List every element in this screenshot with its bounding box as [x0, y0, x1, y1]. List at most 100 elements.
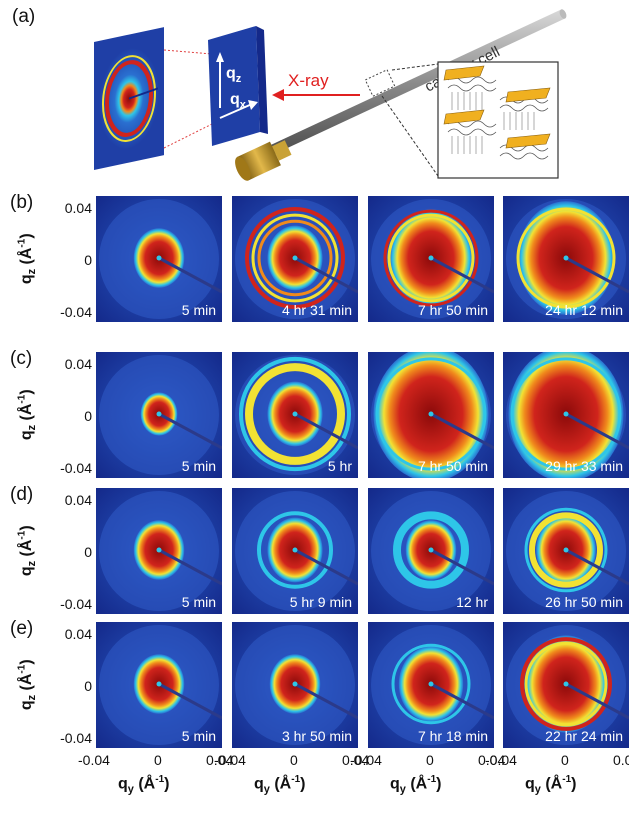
beamstop: [158, 412, 222, 450]
q-coordinate-plate: [208, 26, 268, 146]
scattering-pattern-tile: 22 hr 24 min: [503, 622, 629, 748]
beam-center: [292, 547, 298, 553]
beam-center: [428, 411, 434, 417]
xray-arrow: [272, 89, 360, 101]
x-tick-label: 0.04: [478, 752, 506, 768]
beamstop: [158, 682, 222, 720]
beam-center: [428, 255, 434, 261]
scattering-ring: [391, 643, 471, 725]
beamstop: [430, 256, 494, 294]
beamstop: [430, 548, 494, 586]
scattering-ring: [516, 207, 616, 309]
y-tick-label: 0.04: [64, 356, 92, 372]
beamstop: [565, 548, 629, 586]
beam-center: [292, 411, 298, 417]
elapsed-time-label: 5 hr: [327, 458, 352, 474]
beam-center: [563, 681, 569, 687]
scattering-ring: [239, 356, 351, 472]
elapsed-time-label: 7 hr 50 min: [417, 302, 488, 318]
elapsed-time-label: 5 min: [181, 594, 216, 610]
qx-label: qx: [230, 91, 247, 111]
x-axis-label: qy (Å-1): [390, 774, 442, 796]
y-tick-label: 0.04: [64, 492, 92, 508]
elapsed-time-label: 26 hr 50 min: [545, 594, 623, 610]
scattering-pattern-tile: 5 hr 9 min: [232, 488, 358, 614]
scattering-ring: [245, 207, 345, 309]
x-tick-label: -0.04: [78, 752, 110, 768]
scattering-image: [232, 622, 358, 748]
beam-center: [563, 411, 569, 417]
x-axis-label: qy (Å-1): [118, 774, 170, 796]
scattering-image: [96, 352, 222, 478]
beam-center: [428, 547, 434, 553]
scattering-pattern-tile: 12 hr: [368, 488, 494, 614]
scattering-image: [368, 196, 494, 322]
beamstop: [158, 548, 222, 586]
beamstop: [158, 256, 222, 294]
beamstop: [430, 682, 494, 720]
elapsed-time-label: 5 min: [181, 458, 216, 474]
x-tick-label: -0.04: [214, 752, 246, 768]
elapsed-time-label: 24 hr 12 min: [545, 302, 623, 318]
detector-pattern: [94, 27, 164, 170]
y-tick-label: 0: [84, 252, 92, 268]
scattering-pattern-tile: 4 hr 31 min: [232, 196, 358, 322]
scattering-pattern-tile: 5 min: [96, 352, 222, 478]
scattering-pattern-tile: 29 hr 33 min: [503, 352, 629, 478]
scattering-image: [503, 196, 629, 322]
y-tick-label: -0.04: [60, 596, 92, 612]
scattering-pattern-tile: 26 hr 50 min: [503, 488, 629, 614]
scattering-pattern-tile: 5 min: [96, 196, 222, 322]
x-axis-label: qy (Å-1): [525, 774, 577, 796]
scattering-ring: [375, 357, 487, 471]
scattering-pattern-tile: 7 hr 50 min: [368, 196, 494, 322]
scattering-image: [232, 488, 358, 614]
beam-center: [156, 547, 162, 553]
y-tick-label: 0: [84, 544, 92, 560]
y-tick-label: -0.04: [60, 730, 92, 746]
beam-center: [563, 547, 569, 553]
elapsed-time-label: 12 hr: [456, 594, 488, 610]
scattering-ring: [251, 213, 339, 303]
beamstop: [565, 682, 629, 720]
scattering-image: [96, 488, 222, 614]
y-axis-label: qz (Å-1): [16, 233, 39, 285]
beamstop: [294, 256, 358, 294]
y-tick-label: 0.04: [64, 200, 92, 216]
scattering-image: [96, 622, 222, 748]
x-tick-label: 0.04: [206, 752, 234, 768]
scattering-pattern-tile: 5 min: [96, 488, 222, 614]
structure-inset: [437, 61, 559, 179]
beamstop: [565, 256, 629, 294]
elapsed-time-label: 5 min: [181, 302, 216, 318]
scattering-pattern-tile: 24 hr 12 min: [503, 196, 629, 322]
scattering-pattern-tile: 5 hr: [232, 352, 358, 478]
capillary-cell: [235, 9, 567, 181]
scattering-ring: [257, 511, 333, 589]
beamstop: [294, 412, 358, 450]
beam-center: [156, 681, 162, 687]
scattering-ring: [393, 511, 469, 589]
y-axis-label: qz (Å-1): [16, 659, 39, 711]
elapsed-time-label: 4 hr 31 min: [281, 302, 352, 318]
scattering-image: [368, 488, 494, 614]
scattering-ring: [524, 641, 608, 727]
scattering-image: [503, 352, 629, 478]
scattering-ring: [510, 357, 622, 471]
beamstop: [565, 412, 629, 450]
beam-center: [156, 411, 162, 417]
elapsed-time-label: 7 hr 50 min: [417, 458, 488, 474]
x-tick-label: 0: [426, 752, 434, 768]
scattering-ring: [383, 209, 479, 307]
elapsed-time-label: 5 hr 9 min: [289, 594, 352, 610]
beamstop: [430, 412, 494, 450]
panel-label-row-2: (d): [10, 484, 34, 505]
y-axis-label: qz (Å-1): [16, 525, 39, 577]
panel-label-row-3: (e): [10, 618, 34, 639]
panel-label-row-1: (c): [10, 348, 33, 369]
scattering-pattern-tile: 7 hr 50 min: [368, 352, 494, 478]
y-tick-label: 0: [84, 408, 92, 424]
scattering-pattern-tile: 3 hr 50 min: [232, 622, 358, 748]
scattering-pattern-tile: 5 min: [96, 622, 222, 748]
qz-label: qz: [226, 65, 242, 85]
